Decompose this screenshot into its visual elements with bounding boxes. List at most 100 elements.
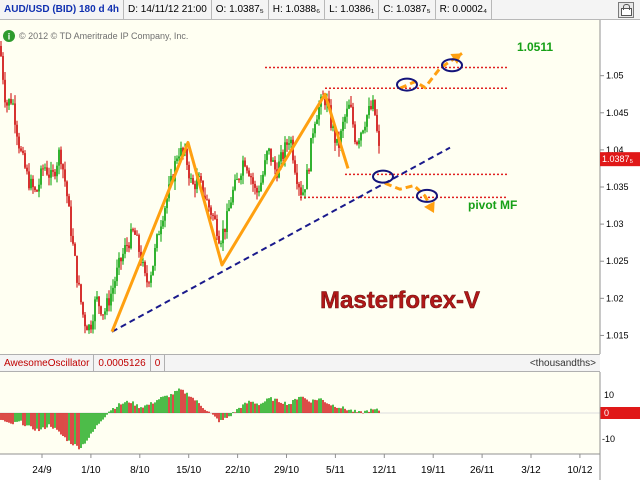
high-value: H: 1.0388₆: [269, 0, 326, 19]
osc-tick-10: 10: [604, 390, 614, 400]
candle-body: [240, 175, 242, 181]
svg-text:1.0387₅: 1.0387₅: [602, 154, 634, 164]
candle-body: [88, 324, 90, 331]
candle-body: [34, 187, 36, 191]
candle-body: [340, 130, 342, 148]
target-label: 1.0511: [517, 40, 553, 54]
info-badge[interactable]: i: [3, 30, 15, 42]
osc-tick-neg10: -10: [602, 434, 615, 444]
candle-body: [284, 142, 286, 159]
pivot-label: pivot MF: [468, 198, 517, 212]
candle-body: [178, 156, 180, 159]
candle-body: [158, 234, 160, 236]
candle-body: [374, 99, 376, 115]
candle-body: [124, 245, 126, 254]
candle-body: [182, 147, 184, 154]
lock-icon[interactable]: [618, 1, 634, 18]
svg-text:0: 0: [604, 408, 609, 418]
range-value: R: 0.0002₄: [436, 0, 493, 19]
candle-body: [272, 160, 274, 162]
projection-arrowhead: [424, 201, 435, 213]
candle-body: [328, 98, 330, 106]
candle-body: [62, 164, 64, 170]
candle-body: [196, 176, 198, 190]
candle-body: [160, 226, 162, 235]
candle-body: [116, 267, 118, 282]
candle-body: [150, 275, 152, 283]
highlight-ellipse: [416, 188, 438, 203]
candle-body: [122, 253, 124, 262]
candle-body: [296, 172, 298, 184]
candle-body: [210, 207, 212, 215]
candle-body: [42, 168, 44, 170]
x-tick-label: 5/11: [326, 465, 345, 476]
candle-body: [156, 234, 158, 249]
candle-body: [24, 153, 26, 168]
candle-body: [308, 169, 310, 172]
candle-body: [64, 169, 66, 182]
candle-body: [344, 116, 346, 122]
candle-body: [16, 124, 18, 137]
candle-body: [154, 248, 156, 266]
candle-body: [342, 121, 344, 131]
v-pattern-line: [110, 92, 350, 333]
oscillator-extra: 0: [151, 355, 166, 371]
projection-arrowhead: [450, 53, 462, 64]
x-tick-label: 12/11: [372, 465, 397, 476]
candle-body: [268, 148, 270, 152]
candle-body: [294, 160, 296, 173]
candle-body: [108, 298, 110, 306]
candle-body: [230, 202, 232, 209]
candle-body: [260, 182, 262, 191]
candle-body: [40, 168, 42, 185]
candle-body: [336, 138, 338, 143]
candle-body: [312, 133, 314, 139]
oscillator-chart[interactable]: 10 0 -10 24/9 1/10 8/10 15/10 22/10 29/10 5/11…: [0, 372, 640, 480]
candle-body: [146, 273, 148, 283]
candle-body: [126, 245, 128, 247]
candle-body: [202, 180, 204, 197]
candle-body: [106, 298, 108, 312]
candle-body: [80, 284, 82, 303]
symbol-label[interactable]: AUD/USD (BID) 180 d 4h: [0, 0, 125, 19]
x-tick-label: 22/10: [225, 465, 250, 476]
x-tick-label: 1/10: [81, 465, 101, 476]
candle-body: [114, 281, 116, 288]
candle-body: [170, 176, 172, 185]
candle-body: [224, 228, 226, 233]
candle-body: [118, 257, 120, 268]
oscillator-name[interactable]: AwesomeOscillator: [0, 355, 95, 371]
candle-body: [270, 148, 272, 162]
highlight-ellipse: [372, 169, 394, 184]
x-tick-label: 15/10: [176, 465, 201, 476]
candle-body: [84, 314, 86, 327]
candle-body: [372, 99, 374, 110]
price-chart[interactable]: 1.015 1.02 1.025 1.03 1.035 1.04 1.045 1.05 i ©…: [0, 20, 640, 354]
candle-body: [38, 184, 40, 192]
candle-body: [54, 171, 56, 177]
candle-body: [280, 152, 282, 162]
candle-body: [138, 235, 140, 252]
candle-body: [286, 142, 288, 145]
x-tick-label: 24/9: [32, 465, 52, 476]
candle-body: [300, 187, 302, 195]
candle-body: [50, 170, 52, 178]
candle-body: [44, 167, 46, 169]
y-tick-label: 1.025: [606, 256, 629, 266]
candle-body: [364, 126, 366, 131]
candle-body: [304, 189, 306, 193]
oscillator-value: 0.0005126: [94, 355, 151, 371]
svg-text:i: i: [8, 32, 11, 42]
candle-body: [274, 160, 276, 170]
x-tick-label: 29/10: [274, 465, 299, 476]
low-value: L: 1.0386₁: [325, 0, 380, 19]
x-tick-label: 3/12: [521, 465, 541, 476]
candle-body: [48, 174, 50, 178]
candle-body: [98, 296, 100, 307]
candle-body: [264, 160, 266, 175]
candle-body: [370, 105, 372, 110]
candle-body: [30, 178, 32, 189]
candle-body: [144, 261, 146, 274]
candle-body: [244, 160, 246, 167]
candle-body: [102, 314, 104, 316]
